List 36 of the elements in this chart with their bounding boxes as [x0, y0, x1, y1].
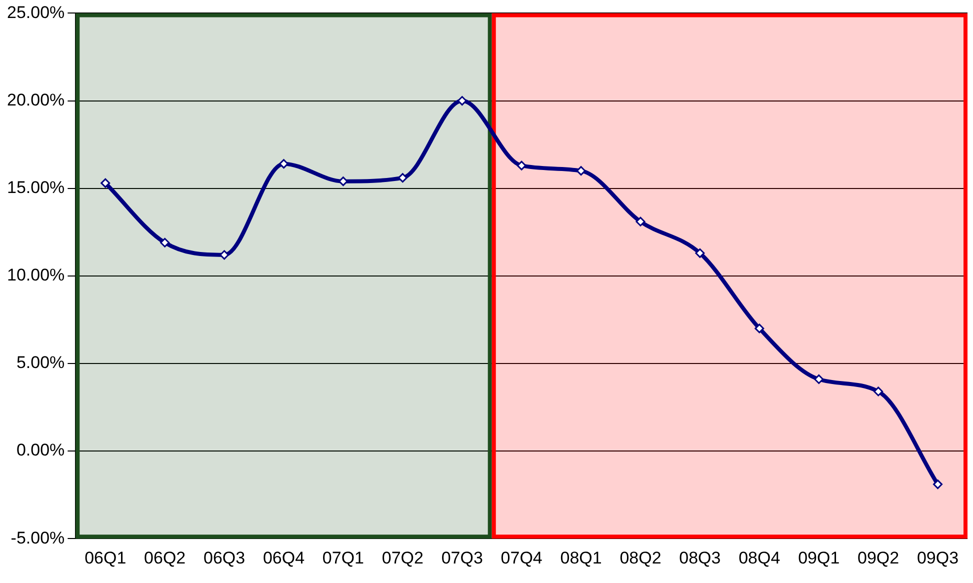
x-tick-label: 08Q2: [620, 548, 662, 568]
y-tick-label: 5.00%: [16, 353, 65, 372]
point: [754, 324, 764, 334]
x-tick-label: 07Q1: [322, 548, 364, 568]
x-tick-label: 08Q1: [560, 548, 602, 568]
point: [100, 178, 110, 188]
x-tick-label: 07Q3: [441, 548, 483, 568]
y-tick-label: 0.00%: [16, 440, 65, 460]
point: [695, 248, 705, 258]
x-tick-label: 07Q2: [382, 548, 424, 568]
point: [338, 176, 348, 186]
point: [398, 173, 408, 183]
y-tick-label: 25.00%: [6, 2, 65, 22]
x-tick-label: 09Q3: [916, 548, 959, 568]
x-tick-label: 06Q3: [204, 548, 246, 568]
x-tick-label: 06Q4: [262, 548, 305, 568]
y-tick-label: 10.00%: [6, 266, 65, 285]
point: [814, 374, 824, 384]
point: [516, 160, 526, 170]
x-tick-label: 08Q4: [738, 548, 780, 568]
x-tick-label: 09Q2: [858, 548, 900, 568]
point: [933, 480, 943, 490]
x-tick-label: 09Q1: [798, 548, 840, 568]
x-tick-label: 08Q3: [679, 548, 721, 568]
point: [874, 386, 884, 396]
point: [457, 96, 467, 106]
point: [220, 250, 230, 260]
y-tick-label: 20.00%: [6, 90, 65, 110]
x-tick-label: 07Q4: [500, 548, 542, 568]
y-tick-label: -5.00%: [10, 528, 65, 548]
y-tick-label: 15.00%: [6, 178, 65, 198]
point: [160, 238, 170, 248]
x-tick-label: 06Q2: [144, 548, 186, 568]
point: [576, 166, 586, 176]
x-tick-label: 06Q1: [84, 548, 126, 568]
point: [636, 216, 646, 226]
